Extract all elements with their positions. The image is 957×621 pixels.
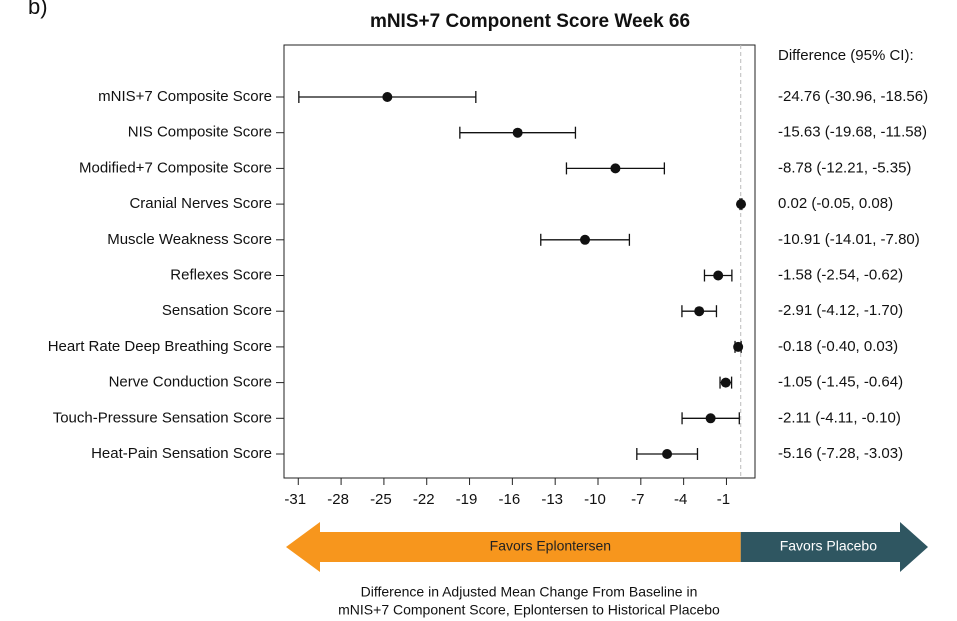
panel-label: b): [28, 0, 48, 19]
value-label: -2.91 (-4.12, -1.70): [778, 302, 903, 319]
x-tick-label: -22: [413, 491, 435, 508]
value-header: Difference (95% CI):: [778, 47, 914, 64]
category-label: Reflexes Score: [170, 266, 272, 283]
x-tick-label: -7: [631, 491, 644, 508]
estimate-dot: [610, 163, 621, 174]
x-tick-label: -1: [717, 491, 730, 508]
estimate-dot: [713, 270, 724, 281]
value-label: -1.05 (-1.45, -0.64): [778, 374, 903, 391]
value-label: -5.16 (-7.28, -3.03): [778, 445, 903, 462]
favor-arrow-left: [286, 522, 741, 572]
category-label: NIS Composite Score: [128, 124, 272, 141]
favor-label-left: Favors Eplontersen: [490, 538, 611, 554]
x-axis-label: Difference in Adjusted Mean Change From …: [361, 584, 698, 600]
category-label: Heat-Pain Sensation Score: [91, 445, 272, 462]
chart-title: mNIS+7 Component Score Week 66: [370, 11, 690, 32]
estimate-dot: [512, 127, 523, 138]
value-label: -8.78 (-12.21, -5.35): [778, 159, 911, 176]
value-label: 0.02 (-0.05, 0.08): [778, 195, 893, 212]
category-label: Touch-Pressure Sensation Score: [53, 409, 272, 426]
x-tick-label: -16: [499, 491, 521, 508]
value-label: -0.18 (-0.40, 0.03): [778, 338, 898, 355]
category-label: Cranial Nerves Score: [129, 195, 272, 212]
estimate-dot: [694, 306, 705, 317]
estimate-dot: [382, 92, 393, 102]
category-label: Modified+7 Composite Score: [79, 159, 272, 176]
category-label: Muscle Weakness Score: [107, 231, 272, 248]
x-tick-label: -28: [327, 491, 349, 508]
x-axis-label: mNIS+7 Component Score, Eplontersen to H…: [338, 602, 720, 618]
x-tick-label: -19: [456, 491, 478, 508]
estimate-dot: [720, 377, 731, 388]
value-label: -2.11 (-4.11, -0.10): [778, 409, 901, 426]
favor-arrow-right: [740, 522, 928, 572]
value-label: -10.91 (-14.01, -7.80): [778, 231, 920, 248]
estimate-dot: [705, 413, 716, 424]
plot-frame: [283, 44, 756, 479]
x-tick-label: -10: [584, 491, 606, 508]
value-label: -1.58 (-2.54, -0.62): [778, 266, 903, 283]
category-label: Sensation Score: [162, 302, 272, 319]
category-label: mNIS+7 Composite Score: [98, 88, 272, 105]
value-label: -24.76 (-30.96, -18.56): [778, 88, 928, 105]
estimate-dot: [662, 449, 673, 459]
category-label: Heart Rate Deep Breathing Score: [48, 338, 272, 355]
estimate-dot: [733, 341, 744, 352]
x-tick-label: -4: [674, 491, 687, 508]
estimate-dot: [736, 199, 747, 210]
category-label: Nerve Conduction Score: [109, 374, 272, 391]
x-tick-label: -25: [370, 491, 392, 508]
favor-label-right: Favors Placebo: [780, 538, 877, 554]
value-label: -15.63 (-19.68, -11.58): [778, 124, 927, 141]
x-tick-label: -31: [284, 491, 306, 508]
estimate-dot: [580, 234, 591, 245]
x-tick-label: -13: [541, 491, 563, 508]
